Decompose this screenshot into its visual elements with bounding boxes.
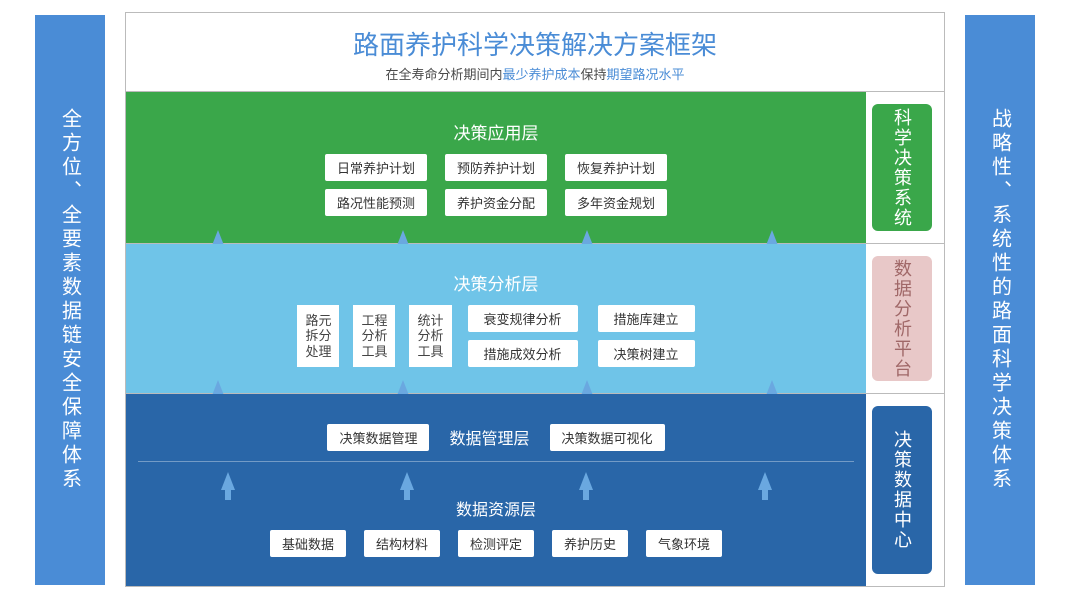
chip: 多年资金规划 [565, 189, 667, 216]
chip: 措施库建立 [598, 305, 695, 332]
chip: 工程 分析 工具 [353, 305, 395, 368]
up-arrow-icon [400, 472, 414, 490]
tier1-side-label: 科学决策系统 [872, 104, 932, 231]
mgmt-left: 决策数据管理 [327, 424, 429, 451]
chip: 决策树建立 [598, 340, 695, 367]
tiers: 决策应用层 日常养护计划预防养护计划恢复养护计划 路况性能预测养护资金分配多年资… [126, 92, 944, 586]
right-pillar: 战略性、系统性的路面科学决策体系 [965, 15, 1035, 585]
data-mgmt-layer: 决策数据管理 数据管理层 决策数据可视化 [138, 424, 854, 462]
chip: 气象环境 [646, 530, 722, 557]
tier2-main: 决策分析层 路元 拆分 处理工程 分析 工具统计 分析 工具 衰变规律分析措施库… [126, 244, 866, 393]
chip: 预防养护计划 [445, 154, 547, 181]
main-title: 路面养护科学决策解决方案框架 [126, 25, 944, 62]
chip: 结构材料 [364, 530, 440, 557]
tier2-right: 衰变规律分析措施库建立 措施成效分析决策树建立 [468, 305, 695, 367]
tier3-main: 决策数据管理 数据管理层 决策数据可视化 数据资源层 基础数据结构材料检测评定养… [126, 394, 866, 586]
tier-application: 决策应用层 日常养护计划预防养护计划恢复养护计划 路况性能预测养护资金分配多年资… [126, 92, 944, 244]
res-title: 数据资源层 [456, 496, 536, 520]
chip: 统计 分析 工具 [409, 305, 451, 368]
up-arrow-icon [221, 472, 235, 490]
tier-analysis: 决策分析层 路元 拆分 处理工程 分析 工具统计 分析 工具 衰变规律分析措施库… [126, 244, 944, 394]
chip: 日常养护计划 [325, 154, 427, 181]
chip: 恢复养护计划 [565, 154, 667, 181]
tier1-main: 决策应用层 日常养护计划预防养护计划恢复养护计划 路况性能预测养护资金分配多年资… [126, 92, 866, 243]
chip: 基础数据 [270, 530, 346, 557]
arrows-3 [138, 472, 854, 492]
res-items: 基础数据结构材料检测评定养护历史气象环境 [270, 530, 722, 557]
left-pillar: 全方位、全要素数据链安全保障体系 [35, 15, 105, 585]
up-arrow-icon [758, 472, 772, 490]
tier1-row1: 日常养护计划预防养护计划恢复养护计划 [325, 154, 667, 181]
mgmt-right: 决策数据可视化 [550, 424, 665, 451]
chip: 养护资金分配 [445, 189, 547, 216]
chip: 检测评定 [458, 530, 534, 557]
chip: 养护历史 [552, 530, 628, 557]
framework-diagram: 路面养护科学决策解决方案框架 在全寿命分析期间内最少养护成本保持期望路况水平 决… [125, 12, 945, 587]
tier-data: 决策数据管理 数据管理层 决策数据可视化 数据资源层 基础数据结构材料检测评定养… [126, 394, 944, 586]
tier3-side-label: 决策数据中心 [872, 406, 932, 574]
mgmt-title: 数据管理层 [449, 425, 529, 449]
tier2-content: 路元 拆分 处理工程 分析 工具统计 分析 工具 衰变规律分析措施库建立 措施成… [297, 305, 694, 368]
chip: 路况性能预测 [325, 189, 427, 216]
up-arrow-icon [579, 472, 593, 490]
tier1-title: 决策应用层 [454, 119, 539, 144]
chip: 措施成效分析 [468, 340, 578, 367]
subtitle: 在全寿命分析期间内最少养护成本保持期望路况水平 [126, 64, 944, 83]
tier2-left: 路元 拆分 处理工程 分析 工具统计 分析 工具 [297, 305, 451, 368]
header: 路面养护科学决策解决方案框架 在全寿命分析期间内最少养护成本保持期望路况水平 [126, 13, 944, 92]
chip: 路元 拆分 处理 [297, 305, 339, 368]
tier1-row2: 路况性能预测养护资金分配多年资金规划 [325, 189, 667, 216]
tier2-title: 决策分析层 [454, 270, 539, 295]
tier2-side-label: 数据分析平台 [872, 256, 932, 381]
chip: 衰变规律分析 [468, 305, 578, 332]
